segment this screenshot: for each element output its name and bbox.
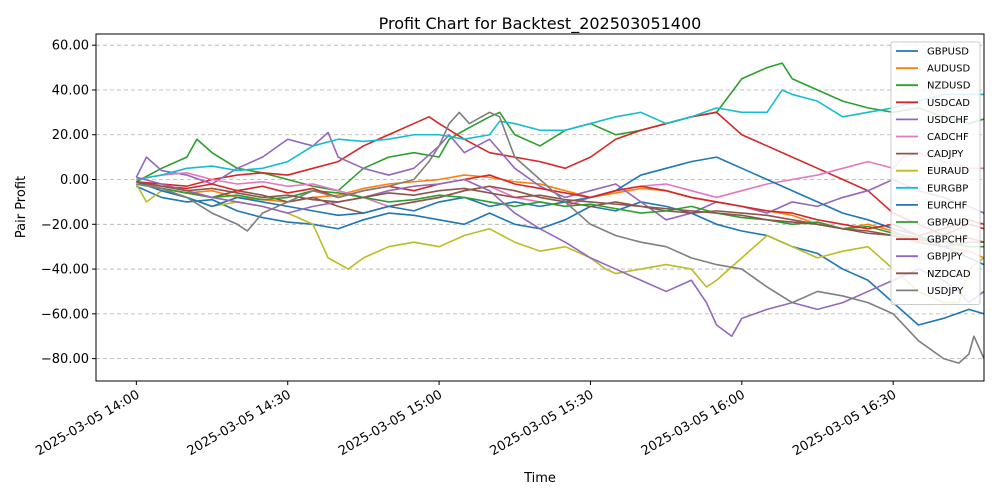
legend-label: CADCHF: [927, 132, 969, 143]
legend-label: USDJPY: [927, 286, 964, 297]
series-line-gbpchf: [136, 174, 984, 237]
series-line-eurgbp: [136, 89, 984, 181]
series-line-cadchf: [136, 151, 984, 208]
series-line-usdcad: [136, 111, 984, 237]
legend-label: EURGBP: [927, 183, 968, 194]
legend-label: AUDUSD: [927, 64, 971, 75]
y-tick-label: 20.00: [52, 128, 89, 143]
legend-label: NZDUSD: [927, 81, 971, 92]
legend-label: CADJPY: [927, 149, 964, 160]
y-axis-label: Pair Profit: [14, 176, 29, 238]
series-line-usdchf: [135, 131, 984, 221]
legend-label: USDCHF: [927, 115, 969, 126]
series-lines: [135, 62, 984, 364]
series-line-gbpaud: [136, 183, 984, 248]
plot-frame: [95, 33, 985, 382]
y-tick-label: 0.00: [60, 173, 89, 188]
legend-label: USDCAD: [927, 98, 970, 109]
legend-label: GBPAUD: [927, 218, 969, 229]
y-tick-label: −80.00: [41, 352, 89, 367]
y-tick-label: −20.00: [41, 218, 89, 233]
y-tick-label: 40.00: [52, 83, 89, 98]
chart-title: Profit Chart for Backtest_202503051400: [379, 14, 702, 34]
y-tick-label: 60.00: [52, 39, 89, 54]
legend: GBPUSD AUDUSD NZDUSD USDCAD USDCHF CADCHF CADJ…: [890, 41, 981, 305]
y-tick-label: −60.00: [41, 307, 89, 322]
y-tick-label: −40.00: [41, 263, 89, 278]
series-line-usdjpy: [136, 111, 984, 364]
legend-label: EURCHF: [927, 200, 968, 211]
x-axis-label: Time: [523, 471, 556, 486]
legend-label: EURAUD: [927, 166, 969, 177]
series-line-gbpjpy: [136, 176, 984, 338]
series-line-gbpusd: [136, 185, 984, 326]
legend-label: GBPUSD: [927, 47, 969, 58]
legend-label: NZDCAD: [927, 269, 971, 280]
y-axis: 60.00 40.00 20.00 0.00 −20.00 −40.00 −60.00 −80…: [41, 39, 96, 367]
legend-label: GBPCHF: [927, 235, 968, 246]
series-line-nzdcad: [136, 180, 984, 243]
legend-label: GBPJPY: [927, 252, 963, 263]
series-line-nzdusd: [135, 62, 984, 192]
